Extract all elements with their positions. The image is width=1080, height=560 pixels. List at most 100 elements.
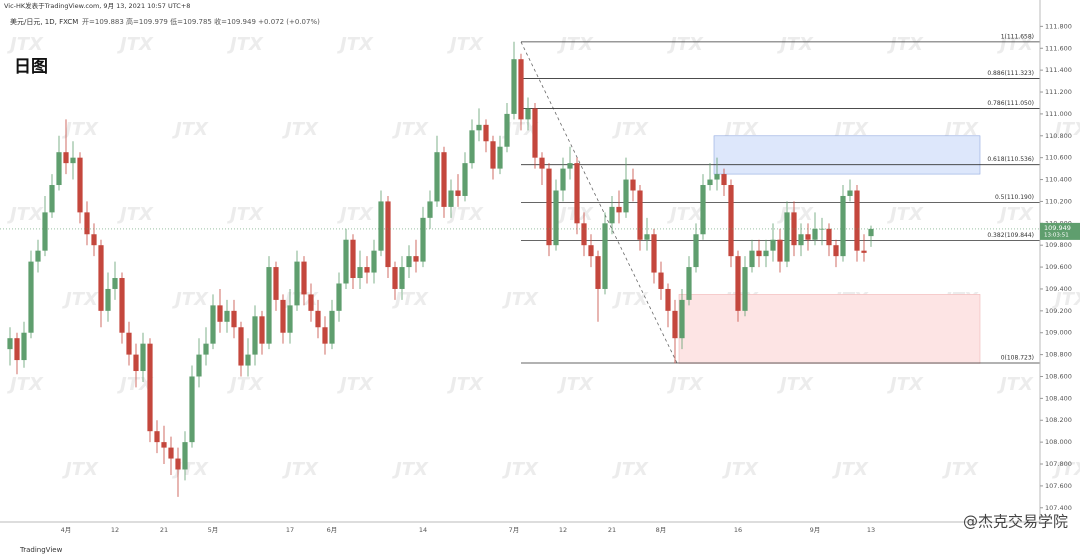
watermark: JTX: [282, 119, 319, 140]
y-tick-label: 108.200: [1045, 416, 1072, 424]
y-tick-label: 107.800: [1045, 460, 1072, 468]
zone: [713, 135, 981, 175]
x-tick-label: 14: [419, 526, 427, 534]
fib-label: 0.5(110.190): [995, 194, 1034, 201]
y-tick-label: 109.200: [1045, 307, 1072, 315]
x-tick-label: 17: [286, 526, 294, 534]
watermark: JTX: [612, 459, 649, 480]
credit: @杰克交易学院: [963, 513, 1068, 531]
candle-body: [301, 261, 307, 295]
candle-body: [294, 261, 300, 306]
candle-body: [406, 256, 412, 268]
footer: TradingView: [19, 546, 63, 554]
candle-body: [49, 185, 55, 213]
candle-body: [868, 228, 874, 237]
candle-body: [721, 174, 727, 186]
candle-body: [371, 250, 377, 273]
candle-body: [833, 245, 839, 257]
x-tick-label: 16: [734, 526, 742, 534]
watermark: JTX: [722, 119, 759, 140]
watermark: JTX: [887, 374, 924, 395]
candle-body: [665, 288, 671, 311]
candle-body: [854, 190, 860, 251]
y-tick-label: 111.600: [1045, 44, 1072, 52]
watermark: JTX: [832, 119, 869, 140]
symbol: 美元/日元, 1D, FXCM: [10, 17, 78, 26]
candle-body: [189, 376, 195, 443]
candle-body: [476, 124, 482, 131]
published: Vic-HK发表于TradingView.com, 9月 13, 2021 10…: [4, 1, 190, 10]
watermark: JTX: [227, 204, 264, 225]
candle-body: [700, 185, 706, 235]
x-tick-label: 21: [608, 526, 616, 534]
candle-body: [196, 354, 202, 377]
candle-body: [602, 223, 608, 289]
candle-body: [581, 223, 587, 246]
candle-body: [455, 190, 461, 196]
x-tick-label: 12: [111, 526, 119, 534]
watermark: JTX: [282, 459, 319, 480]
candle-body: [728, 185, 734, 257]
watermark: JTX: [7, 34, 44, 55]
candle-body: [427, 201, 433, 218]
candle-body: [266, 267, 272, 344]
candle-body: [350, 239, 356, 279]
watermark: JTX: [1052, 459, 1080, 480]
watermark: JTX: [227, 34, 264, 55]
candle-body: [56, 152, 62, 186]
watermark: JTX: [997, 34, 1034, 55]
candle-body: [140, 343, 146, 372]
candle-body: [378, 201, 384, 251]
candles: [7, 41, 874, 497]
watermark: JTX: [172, 289, 209, 310]
x-tick-label: 7月: [509, 526, 520, 534]
watermark: JTX: [942, 119, 979, 140]
last-price-label: 109.949: [1044, 224, 1071, 232]
candle-body: [210, 305, 216, 344]
candle-body: [21, 332, 27, 361]
candle-body: [133, 354, 139, 372]
candle-body: [77, 157, 83, 213]
candle-body: [35, 250, 41, 262]
y-tick-label: 108.000: [1045, 438, 1072, 446]
y-tick-label: 109.000: [1045, 329, 1072, 337]
candle-body: [539, 157, 545, 169]
candle-body: [546, 168, 552, 246]
candle-body: [175, 458, 181, 470]
y-tick-label: 110.600: [1045, 154, 1072, 162]
candle-body: [483, 124, 489, 142]
y-tick-label: 111.000: [1045, 110, 1072, 118]
watermark: JTX: [777, 34, 814, 55]
y-tick-label: 107.600: [1045, 482, 1072, 490]
candle-body: [259, 316, 265, 344]
candle-body: [434, 152, 440, 202]
candle-body: [91, 234, 97, 246]
ohlc-header: 开=109.883 高=109.979 低=109.785 收=109.949 …: [82, 17, 320, 26]
x-tick-label: 12: [559, 526, 567, 534]
watermark: JTX: [62, 119, 99, 140]
candle-body: [644, 234, 650, 240]
watermark: JTX: [337, 374, 374, 395]
axis: 107.400 107.600 107.800 108.000 108.200 108.4…: [61, 22, 1072, 534]
y-tick-label: 108.400: [1045, 394, 1072, 402]
candle-body: [847, 190, 853, 196]
x-tick-label: 4月: [61, 526, 72, 534]
candle-body: [595, 256, 601, 289]
candle-body: [609, 206, 615, 224]
fib-label: 0.382(109.844): [987, 232, 1034, 239]
candle-body: [161, 442, 167, 448]
watermark: JTX: [117, 34, 154, 55]
watermark: JTX: [392, 119, 429, 140]
candle-body: [805, 234, 811, 240]
candle-body: [826, 228, 832, 246]
candle-body: [742, 267, 748, 311]
watermark: JTX: [612, 119, 649, 140]
last-price-box: [1040, 222, 1080, 240]
candle-body: [777, 239, 783, 262]
watermark: JTX: [667, 34, 704, 55]
candle-body: [147, 343, 153, 432]
candle-body: [511, 59, 517, 114]
y-tick-label: 110.400: [1045, 176, 1072, 184]
candle-body: [693, 234, 699, 268]
